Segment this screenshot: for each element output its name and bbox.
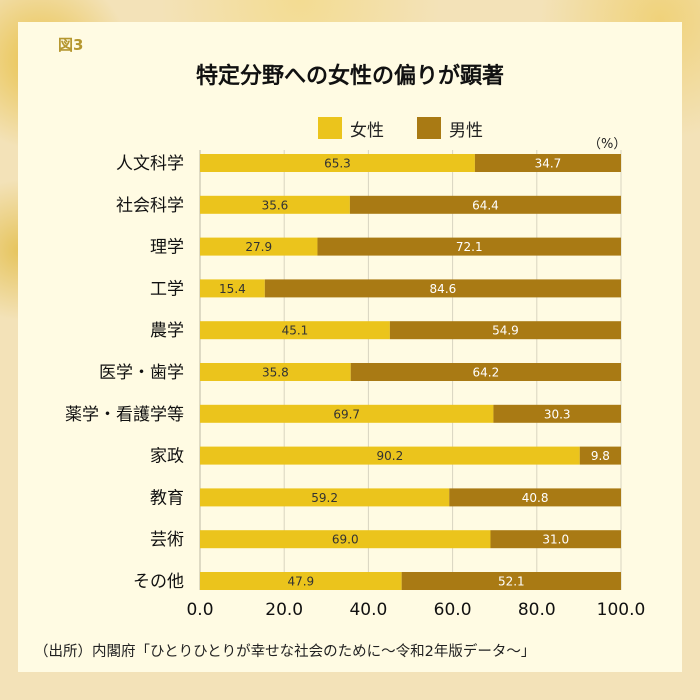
- chart-panel: [18, 22, 682, 672]
- bar-male: [474, 154, 621, 172]
- bar-male: [349, 195, 621, 214]
- unit-label: （%）: [588, 137, 627, 152]
- data-label: 72.1: [456, 240, 483, 254]
- category-label: その他: [133, 572, 184, 592]
- category-label: 社会科学: [116, 196, 184, 216]
- data-label: 27.9: [245, 240, 272, 254]
- bar-female: [200, 237, 318, 256]
- data-label: 30.3: [544, 407, 571, 421]
- bar-male: [264, 279, 621, 298]
- bar-female: [200, 530, 491, 549]
- x-tick-label: 0.0: [186, 600, 213, 620]
- data-label: 47.9: [287, 575, 314, 589]
- x-tick-label: 60.0: [434, 600, 472, 620]
- legend-item-female: 女性: [318, 117, 384, 141]
- bar-male: [350, 363, 621, 381]
- data-label: 69.0: [332, 533, 359, 547]
- legend-label-female: 女性: [350, 120, 384, 141]
- category-label: 工学: [150, 279, 184, 299]
- data-label: 54.9: [492, 324, 519, 338]
- data-label: 90.2: [377, 449, 404, 463]
- bar-female: [200, 404, 494, 423]
- bar-female: [200, 321, 390, 340]
- data-label: 45.1: [282, 324, 309, 338]
- data-label: 69.7: [333, 407, 360, 421]
- data-label: 64.4: [472, 198, 499, 212]
- bar-female: [200, 363, 351, 381]
- x-tick-label: 40.0: [349, 600, 387, 620]
- data-label: 34.7: [535, 157, 562, 171]
- category-label: 農学: [150, 321, 184, 341]
- data-label: 35.6: [262, 198, 289, 212]
- bar-male: [317, 237, 621, 256]
- data-label: 31.0: [542, 533, 569, 547]
- data-label: 9.8: [591, 449, 610, 463]
- x-tick-label: 100.0: [597, 600, 646, 620]
- source-note: （出所）内閣府「ひとりひとりが幸せな社会のために～令和2年版データ～」: [34, 644, 536, 660]
- category-label: 家政: [150, 447, 184, 467]
- category-label: 医学・歯学: [99, 363, 184, 383]
- bar-female: [200, 279, 265, 298]
- legend-item-male: 男性: [417, 117, 483, 141]
- bar-female: [200, 154, 475, 172]
- bar-male: [449, 488, 621, 507]
- bar-male: [579, 446, 621, 465]
- bar-female: [200, 488, 450, 507]
- bar-male: [490, 530, 621, 549]
- chart-title: 特定分野への女性の偏りが顕著: [195, 64, 504, 89]
- category-label: 理学: [150, 238, 184, 258]
- legend-swatch-female: [318, 117, 342, 139]
- x-tick-label: 80.0: [518, 600, 556, 620]
- bar-female: [200, 446, 580, 465]
- x-tick-label: 20.0: [265, 600, 303, 620]
- category-label: 教育: [150, 488, 184, 508]
- category-label: 薬学・看護学等: [65, 405, 184, 425]
- figure-label: 図3: [58, 36, 84, 54]
- category-label: 人文科学: [116, 154, 184, 174]
- data-label: 15.4: [219, 282, 246, 296]
- data-label: 64.2: [472, 366, 499, 380]
- legend-label-male: 男性: [449, 120, 483, 141]
- category-label: 芸術: [150, 530, 184, 550]
- data-label: 52.1: [498, 575, 525, 589]
- data-label: 59.2: [311, 491, 338, 505]
- bar-male: [401, 572, 621, 590]
- bar-female: [200, 572, 402, 590]
- bar-female: [200, 195, 350, 214]
- data-label: 35.8: [262, 366, 289, 380]
- data-label: 84.6: [430, 282, 457, 296]
- bar-male: [389, 321, 621, 340]
- data-label: 40.8: [522, 491, 549, 505]
- legend-swatch-male: [417, 117, 441, 139]
- bar-male: [493, 404, 621, 423]
- data-label: 65.3: [324, 157, 351, 171]
